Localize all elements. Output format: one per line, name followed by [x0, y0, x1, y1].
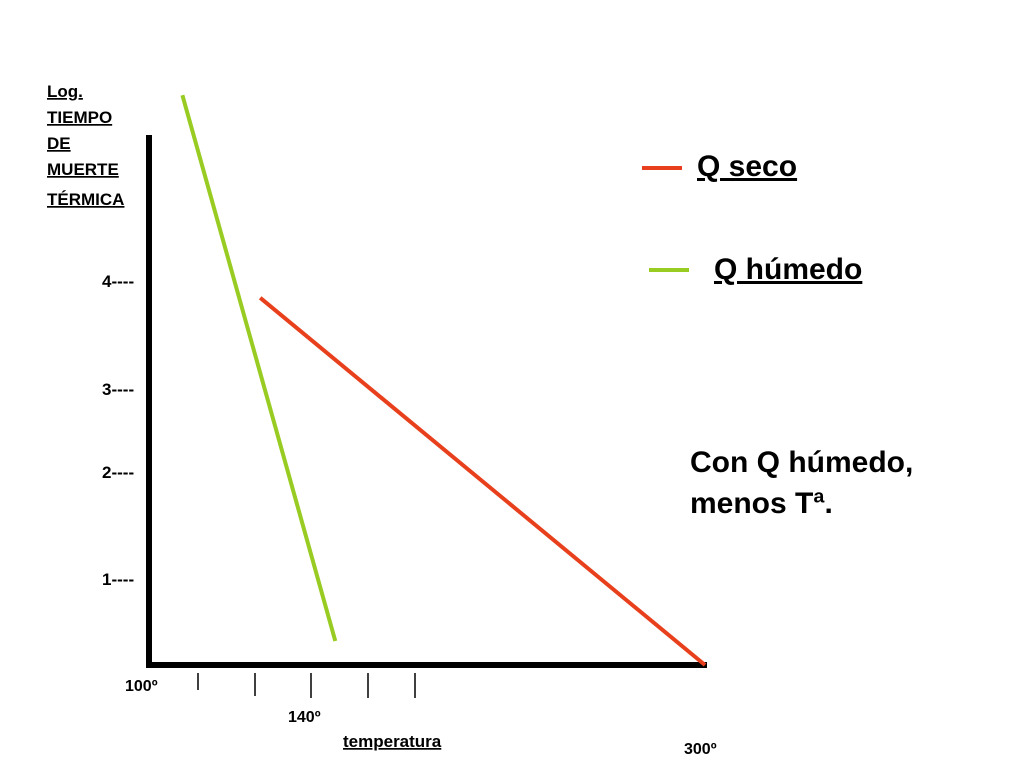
legend-label-q-humedo: Q húmedo [714, 253, 862, 286]
x-tick-label-100: 100º [125, 678, 158, 695]
annotation-line-2: menos Tª. [690, 487, 833, 520]
x-axis-label: temperatura [343, 732, 442, 751]
series-line-q-humedo [180, 94, 338, 642]
y-tick-label-2: 2---- [102, 463, 134, 482]
x-tick-label-300: 300º [684, 741, 717, 758]
series-line-q-seco [258, 296, 707, 667]
y-tick-label-3: 3---- [102, 380, 134, 399]
legend-label-q-seco: Q seco [697, 150, 797, 183]
y-axis-label-line-1: Log. [47, 82, 83, 101]
y-axis-label-line-4: MUERTE [47, 160, 119, 179]
y-tick-label-4: 4---- [102, 272, 134, 291]
annotation-line-1: Con Q húmedo, [690, 446, 913, 479]
y-axis-label-line-2: TIEMPO [47, 108, 112, 127]
x-tick-marks [197, 673, 416, 698]
x-tick-label-140: 140º [288, 709, 321, 726]
y-tick-label-1: 1---- [102, 570, 134, 589]
y-axis-label-line-3: DE [47, 134, 71, 153]
y-axis-label-line-5: TÉRMICA [47, 190, 124, 209]
